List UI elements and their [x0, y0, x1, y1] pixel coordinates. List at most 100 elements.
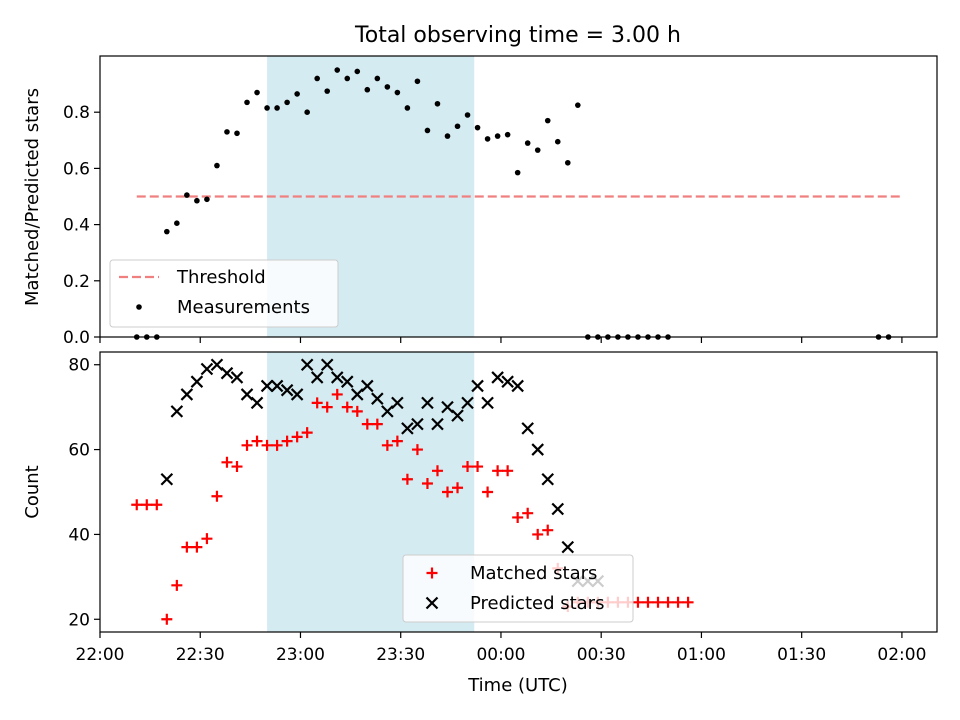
measurement-point [444, 133, 451, 139]
matched-star-marker [331, 388, 343, 400]
matched-star-marker [241, 439, 253, 451]
predicted-star-marker [260, 379, 274, 393]
matched-star-marker [431, 465, 443, 477]
measurement-point [454, 123, 461, 130]
measurement-point [544, 117, 551, 124]
measurement-point [184, 192, 190, 198]
x-tick-label: 23:00 [276, 645, 325, 665]
x-tick-label: 02:00 [877, 645, 926, 665]
bottom-legend-box [402, 554, 634, 623]
measurement-point [514, 169, 521, 176]
legend-threshold-label: Threshold [176, 267, 266, 288]
predicted-star-marker [200, 362, 214, 376]
predicted-star-marker [230, 371, 244, 384]
matched-star-marker [642, 596, 654, 608]
matched-star-marker [151, 499, 163, 511]
matched-star-marker [532, 528, 544, 540]
legend-matched-swatch [426, 567, 438, 579]
matched-star-marker [502, 465, 514, 477]
x-tick-label: 00:30 [577, 645, 626, 665]
y-tick-label: 80 [68, 356, 90, 376]
predicted-star-marker [361, 379, 374, 393]
matched-star-marker [462, 461, 474, 473]
x-tick-label: 22:30 [176, 645, 225, 665]
measurement-point [364, 86, 371, 93]
y-tick-label: 20 [68, 610, 90, 630]
matched-star-marker [231, 461, 243, 473]
measurement-point [554, 138, 561, 145]
x-tick-label: 22:00 [76, 645, 125, 665]
measurement-point [414, 78, 421, 85]
predicted-star-marker [431, 417, 444, 431]
matched-star-marker [492, 465, 504, 477]
matched-star-marker [141, 499, 153, 511]
matched-star-marker [351, 405, 363, 417]
matched-star-marker [261, 439, 273, 451]
measurement-point [164, 228, 170, 235]
measurement-point [524, 140, 531, 146]
legend-predicted-label: Predicted stars [470, 593, 604, 614]
predicted-star-marker [541, 472, 555, 486]
measurement-point [334, 67, 341, 73]
matched-star-marker [542, 524, 554, 536]
matched-star-marker [381, 439, 393, 451]
measurement-point [254, 89, 260, 96]
measurement-point [394, 89, 401, 96]
y-tick-label: 40 [68, 525, 90, 545]
predicted-star-marker [461, 396, 474, 410]
bottom-y-axis-label: Count [22, 465, 43, 518]
predicted-star-marker [501, 375, 514, 388]
measurement-point [174, 220, 180, 226]
predicted-star-marker [240, 388, 254, 401]
predicted-star-marker [190, 375, 204, 388]
x-axis-label: Time (UTC) [467, 675, 568, 696]
measurement-point [384, 84, 391, 90]
matched-star-marker [441, 486, 453, 498]
y-tick-label: 0.4 [63, 216, 90, 236]
matched-star-marker [391, 435, 403, 447]
matched-star-marker [321, 401, 333, 413]
predicted-star-marker [280, 383, 294, 397]
predicted-star-marker [300, 358, 314, 372]
x-tick-label: 00:00 [476, 645, 525, 665]
measurement-point [274, 105, 280, 111]
matched-star-marker [271, 439, 283, 451]
measurement-point [575, 102, 581, 108]
predicted-star-marker [170, 405, 184, 418]
matched-star-marker [131, 499, 143, 511]
matched-star-marker [482, 486, 494, 498]
top-plot-frame [99, 55, 938, 338]
matched-star-marker [211, 490, 223, 502]
measurement-point [244, 99, 250, 106]
measurement-point [194, 197, 200, 204]
top-panel: 0.0 0.2 0.4 0.6 0.8 Threshold Measurements [63, 55, 938, 348]
predicted-star-marker [521, 422, 534, 435]
matched-star-marker [512, 511, 524, 523]
y-tick-label: 0.6 [63, 159, 90, 179]
measurement-point [264, 105, 270, 111]
measurement-point [464, 112, 471, 118]
y-tick-label: 0.8 [63, 103, 90, 123]
matched-star-marker [452, 482, 464, 494]
legend-matched-label: Matched stars [470, 563, 597, 584]
predicted-star-marker [220, 366, 234, 380]
predicted-star-marker [411, 417, 424, 431]
matched-star-marker [171, 579, 183, 591]
measurement-point [324, 88, 331, 94]
matched-star-marker [682, 596, 694, 608]
measurement-point [534, 147, 541, 153]
matched-star-marker [672, 596, 684, 608]
measurement-point [474, 124, 481, 131]
matched-star-marker [281, 435, 293, 447]
matched-star-marker [411, 444, 423, 456]
measurement-point [204, 196, 210, 203]
predicted-star-marker [391, 396, 404, 410]
predicted-star-marker [310, 371, 324, 384]
measurement-point [304, 109, 310, 115]
figure-title: Total observing time = 3.00 h [354, 23, 681, 48]
top-legend: Threshold Measurements [109, 259, 339, 328]
predicted-star-marker [401, 422, 414, 435]
predicted-star-marker [270, 379, 284, 393]
measurement-point [234, 130, 240, 137]
